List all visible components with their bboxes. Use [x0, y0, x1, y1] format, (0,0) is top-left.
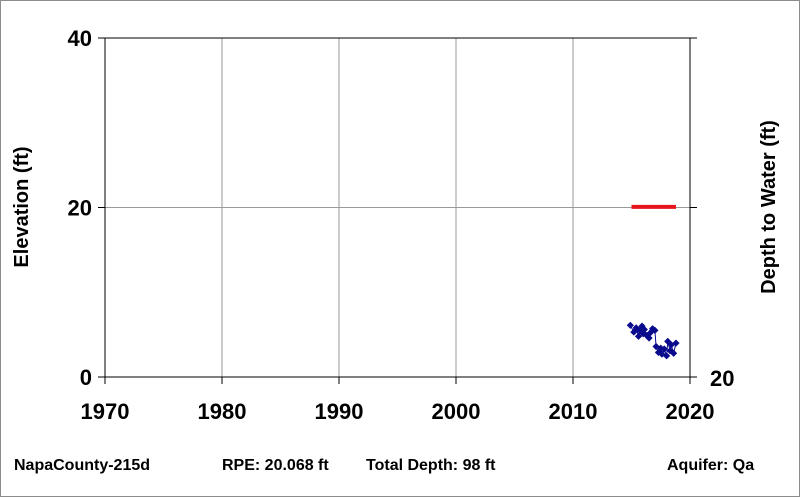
measurement-point: [652, 342, 660, 351]
y-tick-label: 20: [68, 196, 92, 221]
y2-tick-label: 20: [710, 366, 734, 391]
measurement-point: [632, 324, 640, 332]
grid: [105, 38, 690, 377]
tick-labels: 1970 1980 1990 2000 2010 2020 0 20 40 20: [68, 26, 735, 424]
rpe-value: RPE: 20.068 ft: [222, 457, 329, 474]
x-tick-label: 1990: [315, 399, 364, 424]
measurement-point: [667, 341, 675, 349]
measurement-point: [645, 334, 653, 342]
aquifer-value: Aquifer: Qa: [667, 457, 755, 474]
measurement-point: [640, 325, 648, 334]
measurement-point: [651, 326, 659, 334]
well-name: NapaCounty-215d: [14, 457, 151, 474]
measurement-point: [646, 329, 654, 337]
x-tick-label: 2000: [432, 399, 481, 424]
measurement-point: [672, 339, 680, 347]
y2-axis-title: Depth to Water (ft): [758, 120, 780, 294]
y-tick-label: 0: [80, 365, 92, 390]
measurement-point: [638, 322, 646, 330]
total-depth-value: Total Depth: 98 ft: [366, 457, 496, 474]
axis-ticks: [98, 37, 697, 384]
x-tick-label: 2020: [666, 399, 715, 424]
measurement-point: [654, 348, 663, 357]
measurement-point: [660, 345, 668, 353]
measurement-point: [643, 331, 651, 340]
x-tick-label: 2010: [549, 399, 598, 424]
measurement-point: [670, 349, 678, 357]
y-axis-title: Elevation (ft): [11, 146, 33, 267]
x-tick-label: 1970: [81, 399, 130, 424]
measurement-point: [658, 350, 666, 358]
y-tick-label: 40: [68, 26, 92, 51]
measurement-point: [634, 332, 643, 340]
measurement-point: [663, 352, 671, 360]
x-tick-label: 1980: [198, 399, 247, 424]
measurement-point: [639, 330, 647, 338]
measurement-point: [626, 321, 634, 329]
data-series: [626, 204, 680, 360]
measurement-point: [664, 337, 672, 346]
measurement-point: [666, 347, 674, 355]
